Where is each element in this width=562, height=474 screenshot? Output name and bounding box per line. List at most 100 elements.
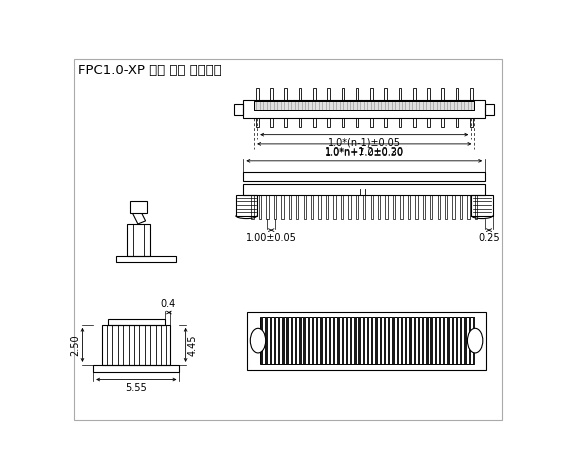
Bar — [243, 172, 485, 181]
Bar — [415, 195, 418, 219]
Text: 1.0*(n-1)±0.05: 1.0*(n-1)±0.05 — [328, 138, 401, 148]
Bar — [392, 317, 395, 364]
Bar — [260, 317, 474, 364]
Bar — [371, 317, 374, 364]
Bar — [452, 195, 455, 219]
Bar — [342, 88, 344, 100]
Bar — [265, 317, 268, 364]
Bar — [325, 317, 327, 364]
Text: FPC1.0-XP 立贴 带锁 正脚位。: FPC1.0-XP 立贴 带锁 正脚位。 — [78, 64, 221, 77]
Bar — [235, 195, 257, 216]
Bar — [378, 195, 380, 219]
Text: 0.4: 0.4 — [160, 300, 175, 310]
Bar — [311, 195, 313, 219]
Bar — [316, 317, 319, 364]
Bar — [384, 118, 387, 127]
Bar — [270, 88, 273, 100]
Bar — [291, 317, 293, 364]
Bar — [443, 317, 446, 364]
Bar — [289, 195, 291, 219]
Bar — [430, 317, 433, 364]
Bar — [281, 195, 284, 219]
Bar — [254, 101, 474, 110]
Bar — [359, 317, 361, 364]
Bar — [398, 118, 401, 127]
Polygon shape — [132, 209, 146, 224]
Bar — [261, 317, 264, 364]
Bar — [270, 317, 272, 364]
Bar — [456, 118, 459, 127]
Text: 4.45: 4.45 — [188, 334, 198, 356]
Bar — [485, 104, 495, 115]
Bar — [441, 88, 444, 100]
Bar — [427, 118, 430, 127]
Bar — [470, 118, 473, 127]
Bar — [401, 317, 403, 364]
Bar — [348, 195, 351, 219]
Bar — [356, 195, 358, 219]
Bar — [423, 195, 425, 219]
Bar — [93, 365, 179, 372]
Bar — [295, 317, 297, 364]
Bar — [422, 317, 424, 364]
Bar — [375, 317, 378, 364]
Bar — [116, 256, 176, 263]
Bar — [475, 195, 477, 219]
Bar — [251, 195, 254, 219]
Bar — [438, 195, 440, 219]
Bar — [408, 195, 410, 219]
Bar — [472, 195, 493, 216]
Bar — [287, 317, 289, 364]
Bar — [254, 101, 474, 110]
Bar — [303, 317, 306, 364]
Bar — [447, 317, 450, 364]
Bar — [256, 118, 259, 127]
Bar — [320, 317, 323, 364]
Bar — [470, 88, 473, 100]
Bar — [386, 195, 388, 219]
Bar — [468, 195, 470, 219]
Text: 1.0*n+1.2±0.20: 1.0*n+1.2±0.20 — [325, 147, 404, 157]
Bar — [370, 88, 373, 100]
Bar — [278, 317, 280, 364]
Bar — [380, 317, 382, 364]
Bar — [296, 195, 298, 219]
Bar — [282, 317, 284, 364]
Bar — [452, 317, 454, 364]
Bar — [298, 88, 301, 100]
Bar — [370, 195, 373, 219]
Bar — [313, 118, 316, 127]
Bar — [418, 317, 420, 364]
Text: 1.0*n+7.0±0.30: 1.0*n+7.0±0.30 — [325, 148, 404, 158]
Bar — [266, 195, 269, 219]
Bar — [313, 88, 316, 100]
Bar — [405, 317, 407, 364]
Bar — [333, 195, 336, 219]
Bar — [270, 118, 273, 127]
Bar — [460, 317, 463, 364]
Bar — [397, 317, 399, 364]
Bar — [333, 317, 336, 364]
Bar — [326, 195, 328, 219]
Bar — [439, 317, 441, 364]
Bar — [274, 317, 276, 364]
Bar — [445, 195, 447, 219]
Bar — [393, 195, 395, 219]
Bar — [247, 312, 486, 370]
Bar — [456, 317, 458, 364]
Ellipse shape — [468, 328, 483, 353]
Bar — [243, 100, 485, 118]
Bar — [327, 88, 330, 100]
Text: 0.25: 0.25 — [478, 233, 500, 243]
Bar — [400, 195, 402, 219]
Bar — [329, 317, 331, 364]
Bar — [337, 317, 339, 364]
Bar — [102, 325, 170, 365]
Bar — [435, 317, 437, 364]
Bar — [298, 118, 301, 127]
Bar — [388, 317, 391, 364]
Bar — [367, 317, 369, 364]
Bar — [362, 317, 365, 364]
Bar — [346, 317, 348, 364]
Bar — [384, 88, 387, 100]
